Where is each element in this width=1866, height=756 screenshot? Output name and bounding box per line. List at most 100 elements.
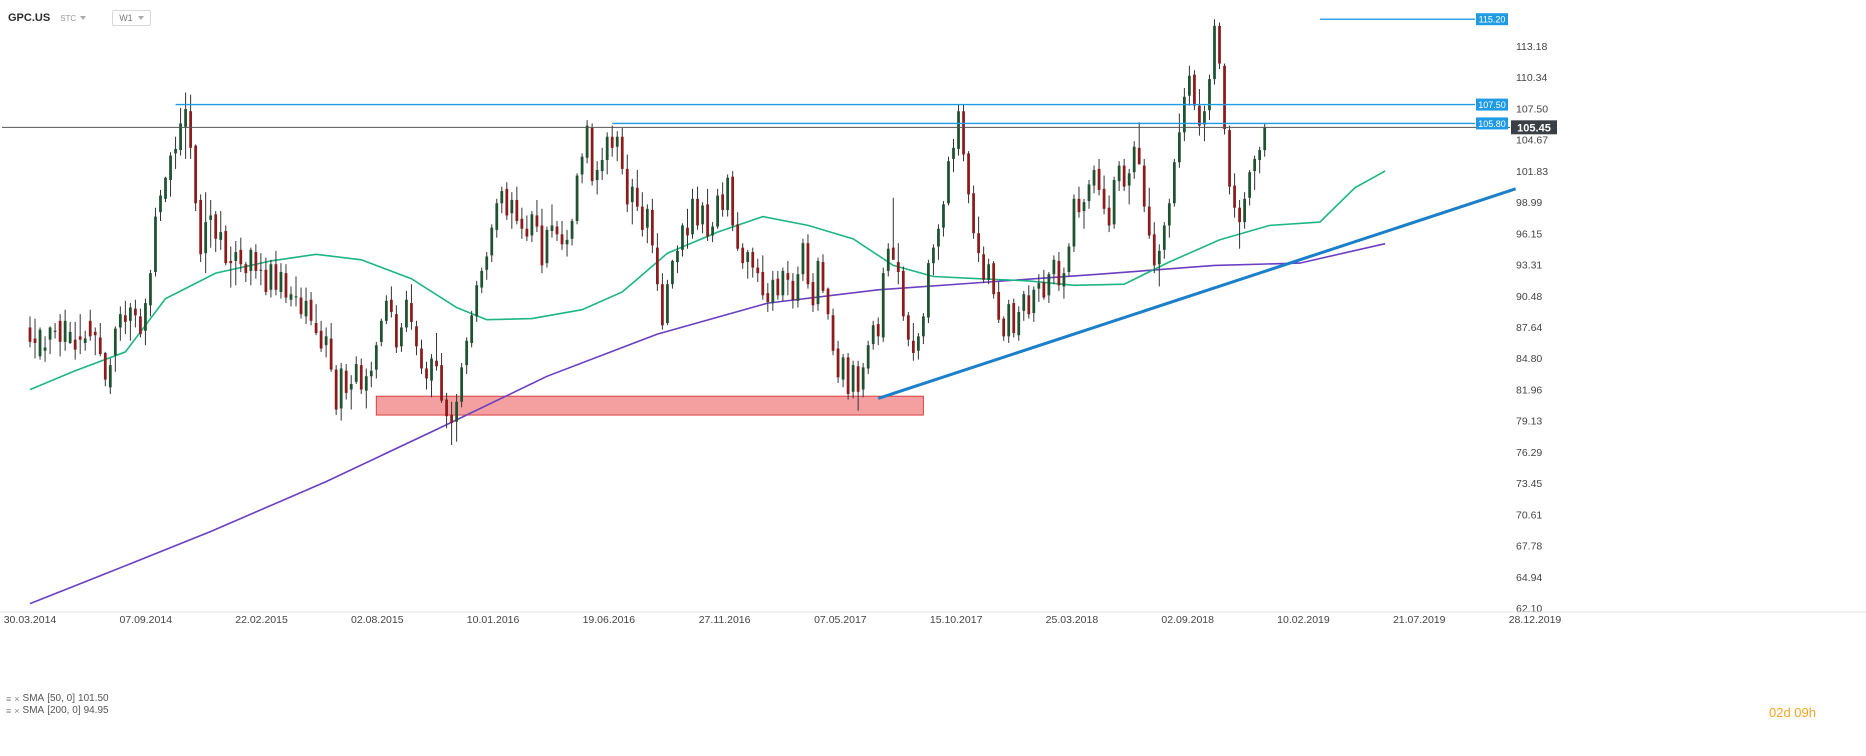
candle-body [1072, 198, 1076, 247]
candle-body [1097, 168, 1101, 190]
candle-body [656, 247, 659, 285]
candle-body [475, 285, 479, 317]
candle [1127, 168, 1131, 205]
candle-body [635, 187, 639, 207]
candle [490, 224, 494, 263]
current-price-tag-bg [1511, 120, 1557, 135]
candle-body [264, 269, 268, 292]
candle [937, 224, 940, 260]
x-tick-label: 25.03.2018 [1046, 614, 1099, 626]
candle [671, 259, 674, 289]
candle-countdown: 02d 09h [1769, 705, 1816, 720]
list-icon[interactable]: ≡ [6, 706, 12, 716]
candle [294, 276, 298, 307]
candle-body [1183, 96, 1186, 133]
candle [1092, 165, 1096, 194]
candle [721, 182, 725, 217]
candle-body [741, 247, 745, 264]
candle [58, 314, 62, 357]
y-tick-label: 110.34 [1516, 72, 1547, 84]
list-icon[interactable]: ≡ [6, 694, 12, 704]
candle-body [856, 366, 860, 392]
candle [1007, 299, 1011, 343]
source-selector[interactable]: STC [60, 14, 87, 23]
candle-body [575, 175, 579, 222]
candle-body [630, 186, 634, 203]
y-tick-label: 101.83 [1516, 166, 1548, 178]
candle [364, 368, 368, 409]
candle [234, 240, 238, 286]
close-icon[interactable]: × [14, 694, 20, 704]
candle [1067, 243, 1071, 277]
candle-body [1203, 111, 1206, 125]
candle [103, 351, 107, 387]
candle [1032, 286, 1036, 322]
y-tick-label: 64.94 [1516, 572, 1542, 584]
candle [435, 333, 438, 371]
candle [1022, 290, 1026, 321]
candle [901, 266, 905, 321]
candle-body [650, 209, 654, 246]
candle-body [1213, 25, 1216, 80]
y-tick-label: 67.78 [1516, 541, 1542, 553]
candle-body [706, 204, 709, 237]
timeframe-selector[interactable]: W1 [112, 10, 151, 26]
candle [851, 360, 855, 399]
candle-body [389, 299, 393, 312]
candle-body [354, 364, 358, 382]
candle-body [771, 279, 775, 304]
candle [500, 186, 504, 214]
candle-body [645, 208, 649, 228]
candle-body [791, 280, 795, 300]
candle-body [1157, 250, 1161, 265]
candle [856, 360, 860, 411]
candle [686, 208, 689, 249]
candle-body [1198, 105, 1201, 126]
candle-body [1172, 162, 1176, 204]
candle [495, 198, 499, 238]
candle [53, 323, 57, 339]
candle [896, 243, 900, 285]
candle [530, 211, 534, 243]
candle [841, 354, 845, 388]
candle [78, 314, 82, 355]
candle-body [590, 127, 594, 182]
candle [661, 273, 664, 330]
candle-body [1032, 289, 1036, 314]
candle-body [1087, 184, 1091, 202]
candle-body [244, 264, 248, 274]
candle [1117, 161, 1121, 192]
candle-body [686, 227, 689, 236]
candle [1087, 179, 1091, 209]
candle [1112, 176, 1116, 229]
candle [395, 305, 398, 353]
candle-body [254, 252, 258, 271]
candle [967, 151, 970, 204]
candle-body [1107, 207, 1111, 226]
candle-body [470, 315, 474, 343]
candle [1052, 255, 1056, 285]
candle [881, 267, 885, 342]
close-icon[interactable]: × [14, 706, 20, 716]
candle-body [334, 369, 338, 410]
candle [776, 270, 780, 300]
candle [585, 120, 589, 164]
candle-body [53, 330, 57, 332]
candle-body [304, 300, 308, 317]
candle [1002, 316, 1006, 341]
candle [359, 358, 363, 394]
candle-body [415, 326, 418, 347]
candle [932, 244, 935, 276]
candle-body [88, 320, 92, 337]
candle [580, 153, 584, 184]
candle-body [455, 401, 459, 422]
legend-sma50[interactable]: ≡ × SMA [50, 0] 101.50 [6, 693, 109, 705]
support-zone [375, 395, 924, 416]
candle-body [219, 232, 223, 240]
legend-sma200[interactable]: ≡ × SMA [200, 0] 94.95 [6, 705, 109, 717]
x-tick-label: 07.05.2017 [814, 614, 867, 626]
candle [570, 218, 574, 246]
candle-body [1233, 185, 1236, 208]
candle-body [480, 270, 484, 288]
